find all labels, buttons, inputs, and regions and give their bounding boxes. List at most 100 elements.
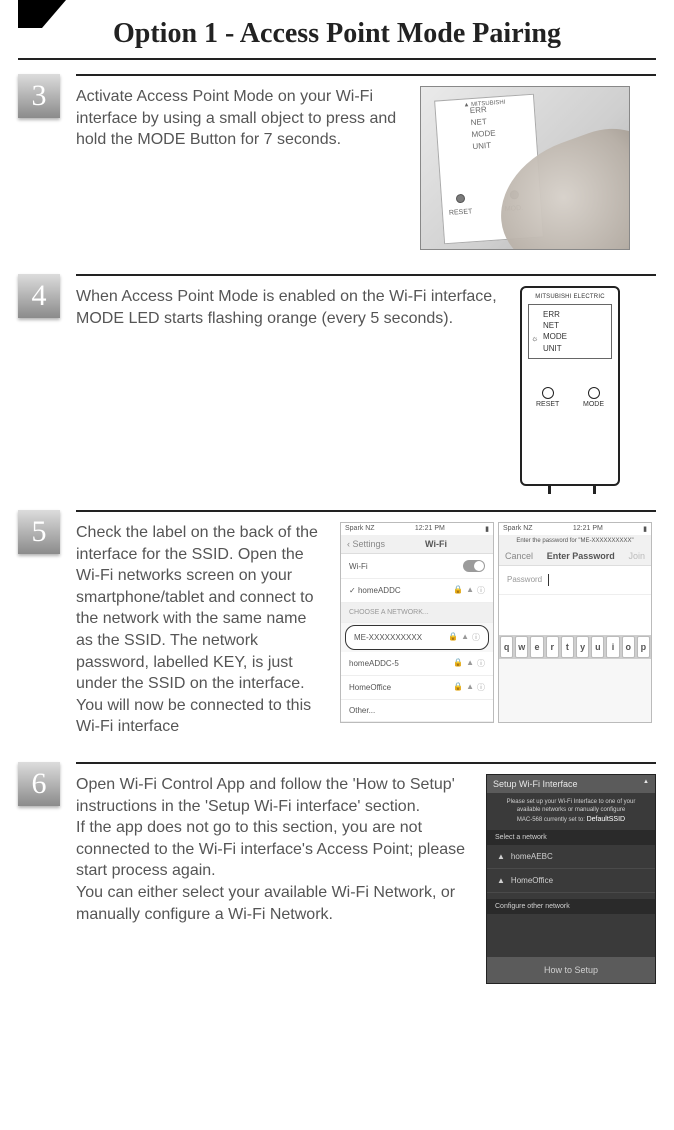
step-5: 5 Check the label on the back of the int… bbox=[18, 510, 656, 738]
step-5-text: Check the label on the back of the inter… bbox=[76, 522, 326, 738]
app-header-title: Setup Wi-Fi Interface bbox=[493, 779, 578, 789]
time: 12:21 PM bbox=[573, 525, 603, 533]
step-5-phone-screenshots: Spark NZ 12:21 PM ▮ ‹ Settings Wi-Fi Wi-… bbox=[340, 522, 652, 723]
step-number-4: 4 bbox=[18, 274, 60, 318]
info-icon[interactable]: ⓘ bbox=[477, 585, 485, 596]
lock-icon: 🔒 bbox=[453, 585, 463, 596]
row-icons: 🔒▲ⓘ bbox=[453, 682, 485, 693]
key[interactable]: o bbox=[622, 636, 635, 658]
key[interactable]: p bbox=[637, 636, 650, 658]
spacer bbox=[499, 595, 651, 635]
lock-icon: 🔒 bbox=[448, 632, 458, 643]
nav-bar: Cancel Enter Password Join bbox=[499, 547, 651, 566]
key[interactable]: r bbox=[546, 636, 559, 658]
how-to-setup-button[interactable]: How to Setup bbox=[487, 957, 655, 983]
network-row[interactable]: HomeOffice 🔒▲ⓘ bbox=[341, 676, 493, 700]
step-6: 6 Open Wi-Fi Control App and follow the … bbox=[18, 762, 656, 984]
other-label: Other... bbox=[349, 706, 375, 715]
cancel-button[interactable]: Cancel bbox=[505, 551, 533, 561]
step-6-body: Open Wi-Fi Control App and follow the 'H… bbox=[76, 762, 656, 984]
back-label: Settings bbox=[353, 539, 386, 549]
step-number-3: 3 bbox=[18, 74, 60, 118]
battery-icon: ▮ bbox=[485, 525, 489, 533]
app-intro: Please set up your Wi-Fi Interface to on… bbox=[487, 793, 655, 830]
connected-network-name: homeADDC bbox=[358, 586, 401, 595]
app-network-name: homeAEBC bbox=[511, 852, 553, 861]
app-network-row[interactable]: ▲ HomeOffice bbox=[487, 869, 655, 893]
step-3-body: Activate Access Point Mode on your Wi-Fi… bbox=[76, 74, 656, 250]
step-number-6: 6 bbox=[18, 762, 60, 806]
lock-icon: 🔒 bbox=[453, 682, 463, 693]
info-icon[interactable]: ⓘ bbox=[477, 682, 485, 693]
led-block: ☼ ERR NET MODE UNIT bbox=[528, 304, 612, 359]
battery-icon: ▮ bbox=[643, 525, 647, 533]
carrier: Spark NZ bbox=[345, 525, 375, 533]
wifi-icon: ▲ bbox=[466, 682, 474, 693]
network-row[interactable]: homeADDC-5 🔒▲ⓘ bbox=[341, 652, 493, 676]
wifi-label: Wi-Fi bbox=[349, 562, 368, 571]
how-to-setup-label: How to Setup bbox=[544, 965, 598, 975]
reset-button-label: RESET bbox=[536, 401, 559, 408]
flash-icon: ☼ bbox=[531, 333, 538, 344]
password-field[interactable]: Password bbox=[499, 566, 651, 595]
configure-other-row[interactable]: Configure other network bbox=[487, 899, 655, 914]
mac-line-prefix: MAC-568 currently set to: bbox=[517, 817, 585, 823]
network-row-selected[interactable]: ME-XXXXXXXXXX 🔒▲ⓘ bbox=[345, 625, 489, 650]
password-label: Password bbox=[507, 575, 542, 584]
key[interactable]: t bbox=[561, 636, 574, 658]
phone-wifi-settings: Spark NZ 12:21 PM ▮ ‹ Settings Wi-Fi Wi-… bbox=[340, 522, 494, 723]
step-6-text: Open Wi-Fi Control App and follow the 'H… bbox=[76, 774, 472, 984]
wifi-toggle[interactable] bbox=[463, 560, 485, 572]
step-3-text: Activate Access Point Mode on your Wi-Fi… bbox=[76, 86, 406, 151]
choose-network-section: CHOOSE A NETWORK... bbox=[341, 603, 493, 623]
app-intro-text: Please set up your Wi-Fi Interface to on… bbox=[495, 799, 647, 815]
select-network-section: Select a network bbox=[487, 830, 655, 845]
led-label: NET bbox=[543, 320, 607, 331]
row-icons: 🔒▲ⓘ bbox=[453, 658, 485, 669]
step-5-body: Check the label on the back of the inter… bbox=[76, 510, 656, 738]
reset-button-dot bbox=[456, 194, 466, 204]
device-brand: MITSUBISHI ELECTRIC bbox=[528, 294, 612, 300]
button-row: RESET MODE bbox=[528, 387, 612, 408]
key[interactable]: q bbox=[500, 636, 513, 658]
device-legs bbox=[548, 484, 596, 494]
led-label: UNIT bbox=[543, 343, 607, 354]
reset-button: RESET bbox=[536, 387, 559, 408]
carrier: Spark NZ bbox=[503, 525, 533, 533]
step-4-body: When Access Point Mode is enabled on the… bbox=[76, 274, 656, 486]
wifi-icon: ▲ bbox=[466, 585, 474, 596]
password-prompt: Enter the password for "ME-XXXXXXXXXX" bbox=[499, 535, 651, 547]
wifi-icon: ▲ bbox=[466, 658, 474, 669]
step-3: 3 Activate Access Point Mode on your Wi-… bbox=[18, 74, 656, 250]
step-6-app-screenshot: Setup Wi-Fi Interface ▲ Please set up yo… bbox=[486, 774, 656, 984]
nav-title: Wi-Fi bbox=[391, 539, 481, 549]
network-name: ME-XXXXXXXXXX bbox=[354, 633, 422, 642]
step-3-device-photo: ▲ MITSUBISHI ERR NET MODE UNIT RESET MOD… bbox=[420, 86, 630, 250]
key[interactable]: u bbox=[591, 636, 604, 658]
reset-label: RESET bbox=[449, 207, 473, 219]
mode-button: MODE bbox=[583, 387, 604, 408]
led-label: ERR bbox=[543, 309, 607, 320]
key[interactable]: i bbox=[606, 636, 619, 658]
key[interactable]: w bbox=[515, 636, 528, 658]
key[interactable]: e bbox=[530, 636, 543, 658]
connected-network-row[interactable]: ✓ homeADDC 🔒▲ⓘ bbox=[341, 579, 493, 603]
other-network-row[interactable]: Other... bbox=[341, 700, 493, 722]
step-4-device-diagram: MITSUBISHI ELECTRIC ☼ ERR NET MODE UNIT … bbox=[520, 286, 620, 486]
wifi-toggle-row[interactable]: Wi-Fi bbox=[341, 554, 493, 579]
network-name: HomeOffice bbox=[349, 683, 391, 692]
back-button[interactable]: ‹ Settings bbox=[347, 539, 385, 549]
lock-icon: 🔒 bbox=[453, 658, 463, 669]
step-number-5: 5 bbox=[18, 510, 60, 554]
join-button[interactable]: Join bbox=[628, 551, 645, 561]
key[interactable]: y bbox=[576, 636, 589, 658]
configure-other-label: Configure other network bbox=[495, 903, 570, 910]
title-corner-decoration bbox=[18, 0, 66, 28]
info-icon[interactable]: ⓘ bbox=[477, 658, 485, 669]
wifi-icon: ▲ bbox=[497, 852, 505, 861]
status-bar: Spark NZ 12:21 PM ▮ bbox=[499, 523, 651, 535]
led-label: UNIT bbox=[472, 137, 531, 153]
app-network-row[interactable]: ▲ homeAEBC bbox=[487, 845, 655, 869]
row-icons: 🔒▲ⓘ bbox=[453, 585, 485, 596]
info-icon[interactable]: ⓘ bbox=[472, 632, 480, 643]
